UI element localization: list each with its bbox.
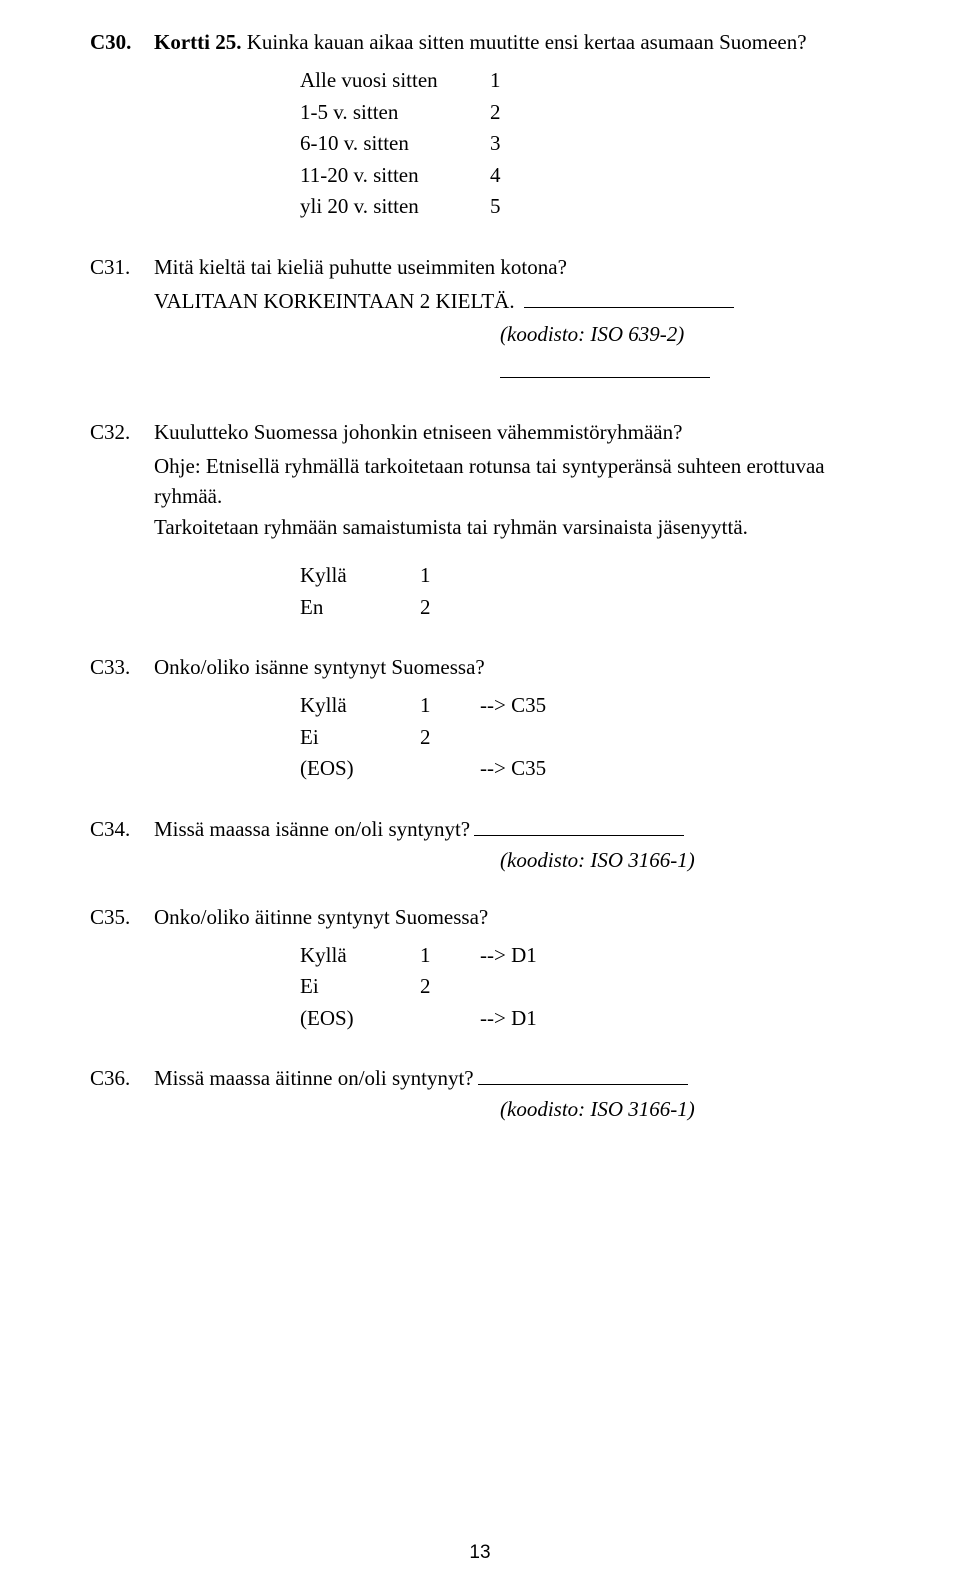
q-num: C36. xyxy=(90,1066,154,1091)
option-row: Ei 2 xyxy=(300,971,870,1003)
q-title-rest: Kuinka kauan aikaa sitten muutitte ensi … xyxy=(241,30,806,54)
question-row: C31. Mitä kieltä tai kieliä puhutte usei… xyxy=(90,255,870,280)
opt-val: 1 xyxy=(490,65,550,97)
blank-line xyxy=(500,357,710,378)
blank-line xyxy=(478,1084,688,1085)
opt-label: 6-10 v. sitten xyxy=(300,128,490,160)
q-text: Missä maassa isänne on/oli syntynyt? xyxy=(154,817,870,842)
opt-label: Kyllä xyxy=(300,690,420,722)
opt-val xyxy=(420,1003,480,1035)
question-row: C34. Missä maassa isänne on/oli syntynyt… xyxy=(90,817,870,842)
opt-val: 4 xyxy=(490,160,550,192)
opt-label: Kyllä xyxy=(300,940,420,972)
question-c36: C36. Missä maassa äitinne on/oli syntyny… xyxy=(90,1066,870,1122)
question-c34: C34. Missä maassa isänne on/oli syntynyt… xyxy=(90,817,870,873)
option-row: 11-20 v. sitten 4 xyxy=(300,160,870,192)
options: Kyllä 1 --> C35 Ei 2 (EOS) --> C35 xyxy=(300,690,870,785)
q-num: C35. xyxy=(90,905,154,930)
question-c30: C30. Kortti 25. Kuinka kauan aikaa sitte… xyxy=(90,30,870,223)
q-num: C32. xyxy=(90,420,154,445)
q-text: Missä maassa äitinne on/oli syntynyt? xyxy=(154,1066,870,1091)
option-row: Kyllä 1 --> C35 xyxy=(300,690,870,722)
opt-val: 2 xyxy=(420,971,480,1003)
opt-label: 11-20 v. sitten xyxy=(300,160,490,192)
opt-extra: --> D1 xyxy=(480,1003,537,1035)
option-row: Kyllä 1 --> D1 xyxy=(300,940,870,972)
question-c35: C35. Onko/oliko äitinne syntynyt Suomess… xyxy=(90,905,870,1035)
q-num: C34. xyxy=(90,817,154,842)
q-text-inner: Missä maassa isänne on/oli syntynyt? xyxy=(154,817,470,841)
question-row: C33. Onko/oliko isänne syntynyt Suomessa… xyxy=(90,655,870,680)
opt-label: yli 20 v. sitten xyxy=(300,191,490,223)
opt-label: Ei xyxy=(300,722,420,754)
opt-label: En xyxy=(300,592,420,624)
option-row: yli 20 v. sitten 5 xyxy=(300,191,870,223)
option-row: Alle vuosi sitten 1 xyxy=(300,65,870,97)
option-row: 1-5 v. sitten 2 xyxy=(300,97,870,129)
q-sub: VALITAAN KORKEINTAAN 2 KIELTÄ. xyxy=(154,286,870,316)
question-c33: C33. Onko/oliko isänne syntynyt Suomessa… xyxy=(90,655,870,785)
question-row: C35. Onko/oliko äitinne syntynyt Suomess… xyxy=(90,905,870,930)
opt-val: 1 xyxy=(420,940,480,972)
opt-label: Kyllä xyxy=(300,560,420,592)
q-sub: Ohje: Etnisellä ryhmällä tarkoitetaan ro… xyxy=(154,451,870,512)
option-row: Kyllä 1 xyxy=(300,560,870,592)
opt-extra: --> C35 xyxy=(480,753,546,785)
q-num: C30. xyxy=(90,30,154,55)
question-row: C32. Kuulutteko Suomessa johonkin etnise… xyxy=(90,420,870,445)
codeset-text: (koodisto: ISO 3166-1) xyxy=(500,1097,695,1121)
opt-label: (EOS) xyxy=(300,1003,420,1035)
q-text: Kuulutteko Suomessa johonkin etniseen vä… xyxy=(154,420,870,445)
page: C30. Kortti 25. Kuinka kauan aikaa sitte… xyxy=(0,0,960,1592)
sub-text: VALITAAN KORKEINTAAN 2 KIELTÄ. xyxy=(154,289,515,313)
option-row: 6-10 v. sitten 3 xyxy=(300,128,870,160)
codeset-text: (koodisto: ISO 639-2) xyxy=(500,322,684,346)
options: Alle vuosi sitten 1 1-5 v. sitten 2 6-10… xyxy=(300,65,870,223)
question-row: C30. Kortti 25. Kuinka kauan aikaa sitte… xyxy=(90,30,870,55)
question-c32: C32. Kuulutteko Suomessa johonkin etnise… xyxy=(90,420,870,623)
opt-val: 1 xyxy=(420,560,480,592)
option-row: Ei 2 xyxy=(300,722,870,754)
options: Kyllä 1 --> D1 Ei 2 (EOS) --> D1 xyxy=(300,940,870,1035)
q-text: Onko/oliko äitinne syntynyt Suomessa? xyxy=(154,905,870,930)
q-title-bold: Kortti 25. xyxy=(154,30,241,54)
opt-val: 2 xyxy=(420,722,480,754)
codeset-line: (koodisto: ISO 639-2) xyxy=(500,322,870,347)
q-num: C33. xyxy=(90,655,154,680)
opt-val xyxy=(420,753,480,785)
page-number: 13 xyxy=(0,1542,960,1564)
question-c31: C31. Mitä kieltä tai kieliä puhutte usei… xyxy=(90,255,870,378)
q-text: Onko/oliko isänne syntynyt Suomessa? xyxy=(154,655,870,680)
q-text: Mitä kieltä tai kieliä puhutte useimmite… xyxy=(154,255,870,280)
opt-label: Ei xyxy=(300,971,420,1003)
blank-line xyxy=(474,835,684,836)
opt-val: 1 xyxy=(420,690,480,722)
options: Kyllä 1 En 2 xyxy=(300,560,870,623)
codeset-line: (koodisto: ISO 3166-1) xyxy=(154,848,870,873)
q-num: C31. xyxy=(90,255,154,280)
q-text: Kortti 25. Kuinka kauan aikaa sitten muu… xyxy=(154,30,870,55)
q-text-inner: Missä maassa äitinne on/oli syntynyt? xyxy=(154,1066,474,1090)
opt-label: Alle vuosi sitten xyxy=(300,65,490,97)
q-sub: Tarkoitetaan ryhmään samaistumista tai r… xyxy=(154,512,870,542)
blank-line xyxy=(524,307,734,308)
opt-label: 1-5 v. sitten xyxy=(300,97,490,129)
opt-val: 2 xyxy=(490,97,550,129)
codeset-line: (koodisto: ISO 3166-1) xyxy=(154,1097,870,1122)
opt-extra: --> D1 xyxy=(480,940,537,972)
option-row: (EOS) --> D1 xyxy=(300,1003,870,1035)
opt-val: 2 xyxy=(420,592,480,624)
option-row: En 2 xyxy=(300,592,870,624)
opt-val: 3 xyxy=(490,128,550,160)
codeset-text: (koodisto: ISO 3166-1) xyxy=(500,848,695,872)
opt-label: (EOS) xyxy=(300,753,420,785)
option-row: (EOS) --> C35 xyxy=(300,753,870,785)
opt-val: 5 xyxy=(490,191,550,223)
question-row: C36. Missä maassa äitinne on/oli syntyny… xyxy=(90,1066,870,1091)
opt-extra: --> C35 xyxy=(480,690,546,722)
